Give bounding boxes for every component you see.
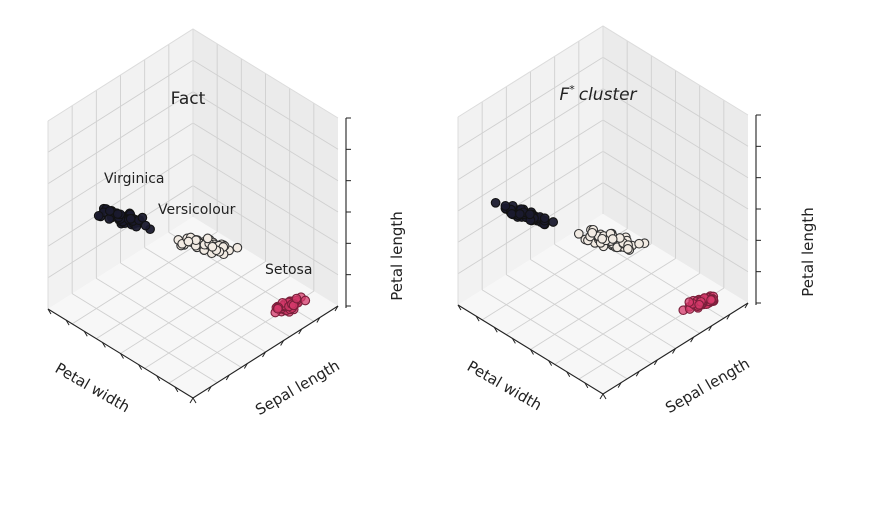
point-cluster-1 xyxy=(490,197,501,208)
point-cluster-1 xyxy=(548,217,559,227)
point-versicolour xyxy=(183,236,194,247)
point-cluster-2 xyxy=(597,233,608,244)
point-setosa xyxy=(300,295,311,306)
panel-title-fact: Fact xyxy=(171,89,206,109)
x-tick-f-cluster xyxy=(602,393,607,400)
x-tick-fact xyxy=(174,386,179,393)
x-tick-f-cluster xyxy=(548,360,553,366)
y-axis-label-f-cluster: Sepal length xyxy=(662,354,753,417)
y-tick-fact xyxy=(225,374,230,381)
point-versicolour xyxy=(207,241,218,252)
point-cluster-3 xyxy=(706,295,716,305)
y-tick-fact xyxy=(262,351,266,358)
point-virginica xyxy=(104,206,115,216)
point-cluster-2 xyxy=(587,227,598,238)
x-tick-f-cluster xyxy=(566,371,571,378)
y-tick-fact xyxy=(243,363,248,369)
annotation-setosa: Setosa xyxy=(265,262,312,278)
z-axis-label-fact: Petal length xyxy=(388,211,406,301)
x-axis-label-fact: Petal width xyxy=(52,359,133,416)
x-tick-fact xyxy=(101,342,106,348)
y-tick-f-cluster xyxy=(599,393,604,400)
x-tick-f-cluster xyxy=(584,382,589,389)
x-tick-fact xyxy=(65,319,70,326)
x-tick-f-cluster xyxy=(457,304,462,311)
point-cluster-2 xyxy=(634,238,644,249)
y-tick-f-cluster xyxy=(690,336,695,343)
x-axis-label-f-cluster: Petal width xyxy=(464,357,545,414)
x-tick-f-cluster xyxy=(493,326,498,333)
x-tick-f-cluster xyxy=(530,349,534,355)
point-setosa xyxy=(272,303,283,314)
y-tick-fact xyxy=(316,317,321,323)
axes-box-fact xyxy=(47,28,351,404)
axes-box-f-cluster xyxy=(457,25,761,400)
point-cluster-2 xyxy=(573,228,584,239)
y-tick-fact xyxy=(334,305,339,312)
y-tick-fact xyxy=(189,397,194,404)
y-tick-f-cluster xyxy=(708,325,713,332)
points-fact xyxy=(93,203,311,318)
x-tick-fact xyxy=(192,397,197,404)
panel-fact: Fact Petal width Sepal length Petal leng… xyxy=(47,28,406,419)
y-tick-fact xyxy=(298,328,303,335)
point-cluster-2 xyxy=(607,234,618,244)
annotation-versicolour: Versicolour xyxy=(158,202,236,218)
point-cluster-1 xyxy=(500,201,511,211)
title-rest: cluster xyxy=(579,85,638,105)
point-versicolour xyxy=(202,233,213,244)
x-tick-fact xyxy=(120,353,124,359)
x-tick-fact xyxy=(156,375,161,382)
point-virginica xyxy=(125,213,136,224)
point-cluster-3 xyxy=(684,297,695,307)
point-cluster-1 xyxy=(515,209,525,219)
point-cluster-1 xyxy=(525,209,535,220)
x-tick-f-cluster xyxy=(511,338,516,344)
y-tick-f-cluster xyxy=(672,348,676,354)
x-tick-f-cluster xyxy=(475,315,480,322)
y-tick-f-cluster xyxy=(726,314,731,320)
title-base: F xyxy=(559,85,569,105)
y-tick-f-cluster xyxy=(617,382,622,388)
panel-f-cluster: F* cluster Petal width Sepal length Petal… xyxy=(457,25,817,417)
y-tick-fact xyxy=(207,386,212,392)
x-tick-fact xyxy=(83,330,88,337)
point-versicolour xyxy=(232,242,243,253)
points-f-cluster xyxy=(490,197,719,316)
point-setosa xyxy=(291,293,302,304)
point-virginica xyxy=(112,209,123,219)
x-tick-fact xyxy=(138,364,143,370)
point-cluster-1 xyxy=(506,209,517,219)
y-tick-fact xyxy=(280,340,285,346)
title-sup: * xyxy=(569,83,575,96)
z-axis-label-f-cluster: Petal length xyxy=(799,207,817,297)
y-tick-f-cluster xyxy=(744,302,749,309)
point-cluster-1 xyxy=(539,213,550,224)
x-tick-fact xyxy=(47,308,52,315)
annotation-virginica: Virginica xyxy=(104,171,164,187)
y-tick-f-cluster xyxy=(635,370,640,377)
point-virginica xyxy=(93,210,104,221)
y-axis-label-fact: Sepal length xyxy=(252,356,343,419)
panel-title-f-cluster: F* cluster xyxy=(559,83,637,105)
point-cluster-2 xyxy=(623,244,633,254)
point-virginica xyxy=(137,212,148,223)
point-cluster-3 xyxy=(694,299,705,310)
y-tick-f-cluster xyxy=(653,359,658,366)
